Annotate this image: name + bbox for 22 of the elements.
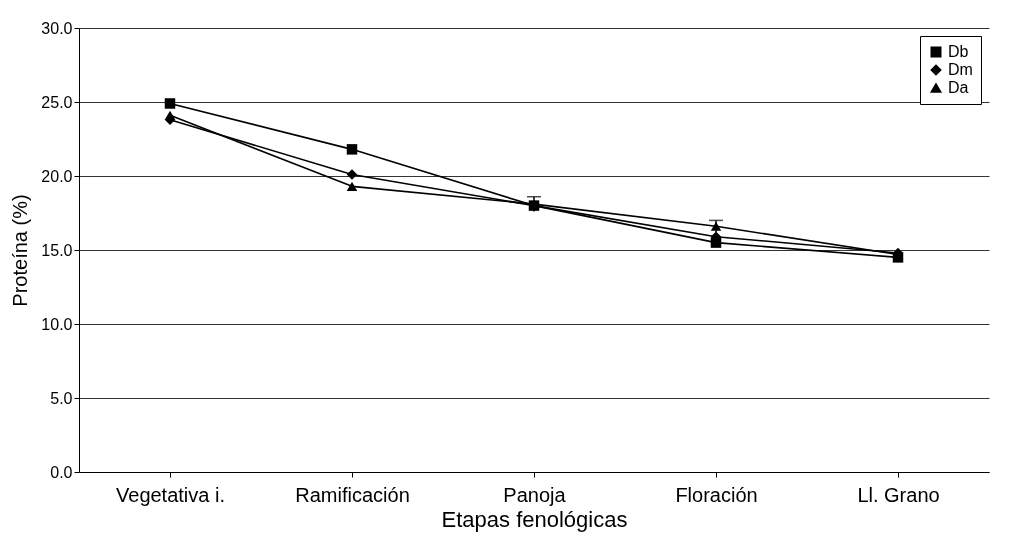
- point: [346, 181, 358, 191]
- x-axis-title: Etapas fenológicas: [441, 506, 628, 532]
- point: [346, 169, 358, 180]
- y-tick-label: 0.0: [50, 463, 73, 481]
- y-axis-title: Proteína (%): [9, 194, 32, 307]
- y-tick-label: 30.0: [41, 19, 73, 37]
- x-tick-label: Vegetativa i.: [116, 483, 225, 506]
- legend-label: Db: [948, 43, 969, 60]
- legend-label: Dm: [948, 61, 973, 78]
- y-tick-label: 5.0: [50, 389, 73, 407]
- y-tick-label: 25.0: [41, 93, 73, 111]
- x-tick-label: Ramificación: [295, 483, 410, 506]
- x-tick-label: Ll. Grano: [857, 483, 940, 506]
- point: [164, 98, 176, 109]
- legend-label: Da: [948, 79, 969, 96]
- y-tick-label: 10.0: [41, 315, 73, 333]
- y-tick-label: 15.0: [41, 241, 73, 259]
- x-tick-label: Panoja: [503, 483, 567, 506]
- x-tick-label: Floración: [675, 483, 758, 506]
- y-tick-label: 20.0: [41, 167, 73, 185]
- point: [164, 110, 176, 120]
- point: [346, 144, 358, 155]
